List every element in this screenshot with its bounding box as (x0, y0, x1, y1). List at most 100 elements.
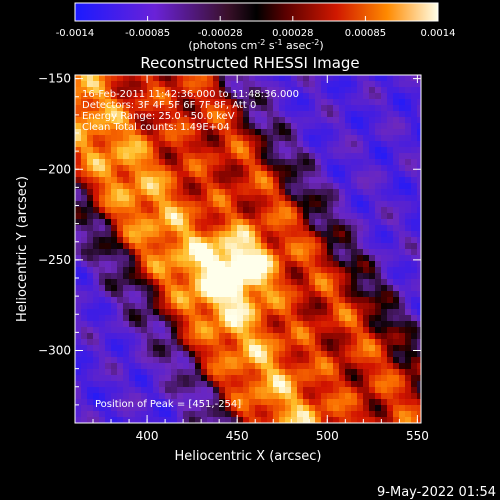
heatmap-cell (267, 399, 274, 406)
heatmap-cell (111, 141, 118, 148)
heatmap-cell (153, 333, 160, 340)
heatmap-cell (141, 411, 148, 418)
heatmap-cell (117, 213, 124, 220)
heatmap-cell (339, 285, 346, 292)
heatmap-cell (75, 381, 82, 388)
heatmap-cell (117, 261, 124, 268)
heatmap-cell (363, 261, 370, 268)
heatmap-cell (321, 183, 328, 190)
heatmap-cell (351, 81, 358, 88)
heatmap-cell (105, 357, 112, 364)
heatmap-cell (339, 237, 346, 244)
heatmap-cell (225, 369, 232, 376)
heatmap-cell (183, 153, 190, 160)
heatmap-cell (345, 249, 352, 256)
heatmap-cell (345, 93, 352, 100)
heatmap-cell (171, 279, 178, 286)
heatmap-cell (399, 201, 406, 208)
heatmap-cell (375, 291, 382, 298)
heatmap-cell (165, 99, 172, 106)
heatmap-cell (231, 273, 238, 280)
heatmap-cell (255, 351, 262, 358)
heatmap-cell (315, 315, 322, 322)
heatmap-cell (309, 375, 316, 382)
heatmap-cell (315, 297, 322, 304)
heatmap-cell (279, 141, 286, 148)
heatmap-cell (177, 87, 184, 94)
heatmap-cell (147, 345, 154, 352)
heatmap-cell (399, 171, 406, 178)
heatmap-cell (393, 417, 400, 423)
heatmap-cell (411, 279, 418, 286)
heatmap-cell (309, 417, 316, 423)
heatmap-cell (207, 333, 214, 340)
heatmap-cell (273, 105, 280, 112)
heatmap-cell (279, 393, 286, 400)
heatmap-cell (339, 393, 346, 400)
heatmap-cell (321, 237, 328, 244)
heatmap-cell (225, 177, 232, 184)
heatmap-cell (309, 357, 316, 364)
heatmap-cell (357, 411, 364, 418)
heatmap-cell (315, 273, 322, 280)
heatmap-cell (273, 351, 280, 358)
heatmap-cell (153, 111, 160, 118)
heatmap-cell (291, 291, 298, 298)
heatmap-cell (321, 135, 328, 142)
heatmap-cell (123, 327, 130, 334)
heatmap-cell (291, 129, 298, 136)
heatmap-cell (129, 405, 136, 412)
heatmap-cell (75, 309, 82, 316)
heatmap-cell (147, 231, 154, 238)
heatmap-cell (195, 111, 202, 118)
heatmap-cell (165, 147, 172, 154)
heatmap-cell (405, 303, 412, 310)
heatmap-cell (321, 195, 328, 202)
heatmap-cell (135, 363, 142, 370)
heatmap-cell (141, 177, 148, 184)
heatmap-cell (339, 303, 346, 310)
heatmap-cell (411, 189, 418, 196)
heatmap-cell (123, 357, 130, 364)
heatmap-cell (291, 333, 298, 340)
heatmap-cell (231, 225, 238, 232)
heatmap-cell (399, 213, 406, 220)
heatmap-cell (135, 117, 142, 124)
heatmap-cell (411, 87, 418, 94)
heatmap-cell (369, 405, 376, 412)
heatmap-cell (99, 369, 106, 376)
heatmap-cell (189, 99, 196, 106)
heatmap-cell (87, 393, 94, 400)
heatmap-cell (351, 285, 358, 292)
heatmap-cell (405, 171, 412, 178)
heatmap-cell (387, 165, 394, 172)
heatmap-cell (291, 135, 298, 142)
heatmap-cell (249, 369, 256, 376)
heatmap-cell (207, 303, 214, 310)
heatmap-cell (405, 201, 412, 208)
heatmap-cell (357, 81, 364, 88)
heatmap-cell (183, 189, 190, 196)
heatmap-cell (405, 267, 412, 274)
heatmap-cell (267, 87, 274, 94)
heatmap-cell (291, 219, 298, 226)
heatmap-cell (393, 219, 400, 226)
heatmap-cell (105, 195, 112, 202)
heatmap-cell (81, 285, 88, 292)
heatmap-cell (93, 207, 100, 214)
heatmap-cell (213, 375, 220, 382)
heatmap-cell (135, 393, 142, 400)
heatmap-cell (291, 375, 298, 382)
heatmap-cell (267, 333, 274, 340)
heatmap-cell (351, 405, 358, 412)
heatmap-cell (285, 171, 292, 178)
heatmap-cell (87, 279, 94, 286)
heatmap-cell (189, 291, 196, 298)
heatmap-cell (225, 327, 232, 334)
heatmap-cell (177, 411, 184, 418)
heatmap-cell (129, 135, 136, 142)
heatmap-cell (123, 273, 130, 280)
heatmap-cell (321, 219, 328, 226)
heatmap-cell (87, 105, 94, 112)
heatmap-cell (417, 93, 421, 100)
